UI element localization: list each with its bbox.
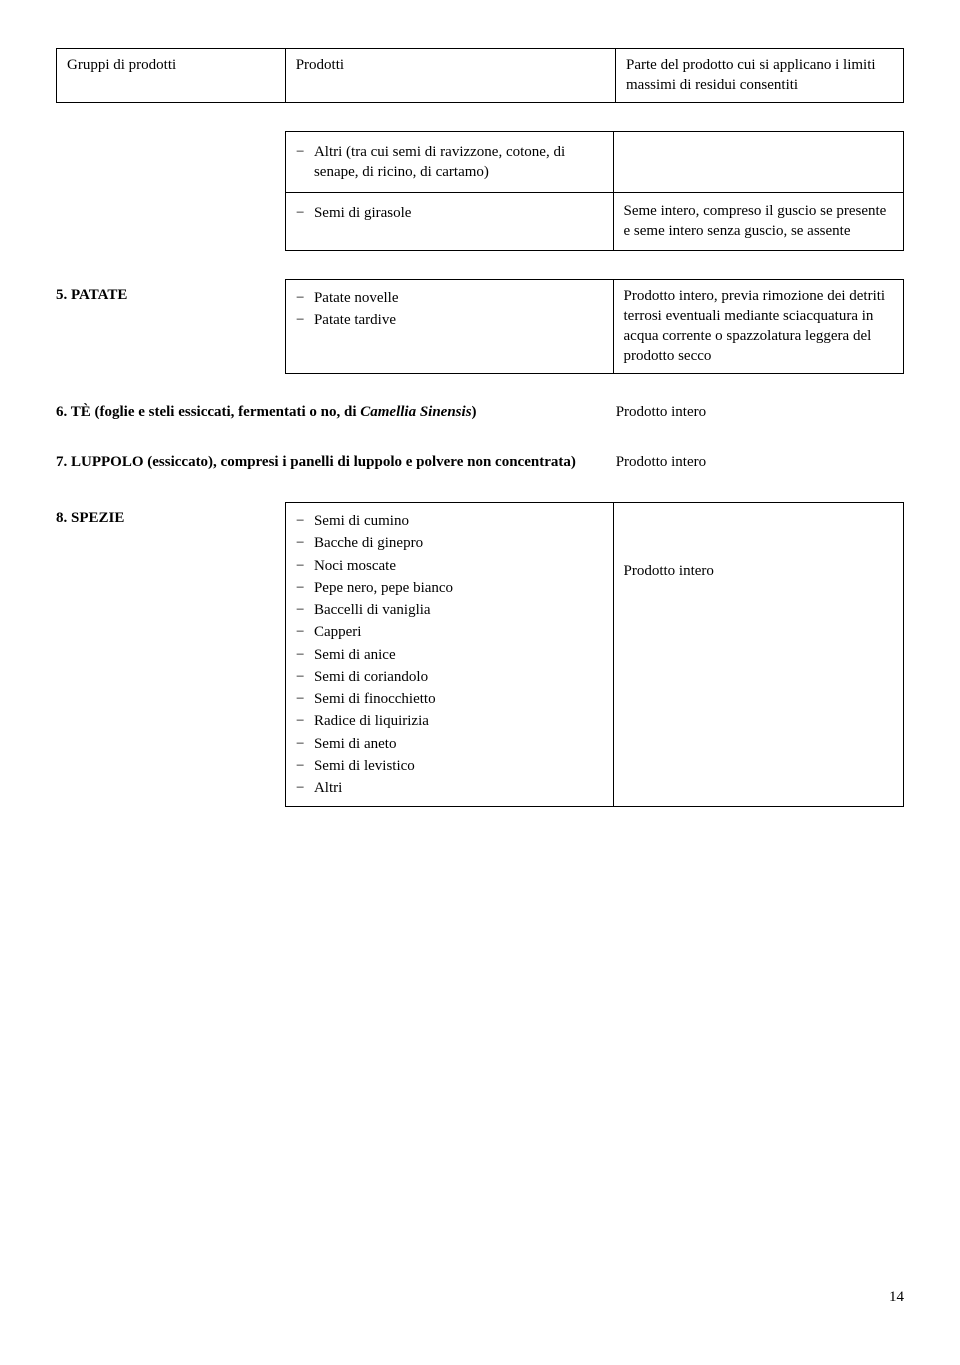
sec7-rhs: Prodotto intero [616, 452, 904, 472]
list-item: Semi di aneto [296, 734, 603, 754]
list-item: Semi di levistico [296, 756, 603, 776]
section-8-label: 8. SPEZIE [56, 502, 285, 528]
section-8-spezie: 8. SPEZIE Semi di cuminoBacche di ginepr… [56, 502, 904, 807]
sec6-rhs: Prodotto intero [616, 402, 904, 422]
patate-desc: Prodotto intero, previa rimozione dei de… [613, 279, 903, 373]
list-item: Noci moscate [296, 556, 603, 576]
list-item: Semi di coriandolo [296, 667, 603, 687]
products-table: Gruppi di prodotti Prodotti Parte del pr… [56, 48, 904, 103]
sec6-italic: Camellia Sinensis [360, 404, 471, 420]
list-item: Altri [296, 778, 603, 798]
list-item: Semi di anice [296, 645, 603, 665]
col-header-part: Parte del prodotto cui si applicano i li… [616, 49, 904, 103]
row-girasole: Semi di girasole Seme intero, compreso i… [285, 193, 903, 251]
sec6-pre: 6. TÈ (foglie e steli essiccati, ferment… [56, 404, 360, 420]
col-header-groups: Gruppi di prodotti [57, 49, 286, 103]
list-item: Patate tardive [296, 310, 603, 330]
list-item: Bacche di ginepro [296, 533, 603, 553]
item-girasole: Semi di girasole [296, 203, 603, 223]
list-item: Baccelli di vaniglia [296, 600, 603, 620]
seed-subtable: Altri (tra cui semi di ravizzone, cotone… [285, 131, 904, 251]
section-5-patate: 5. PATATE Patate novelle Patate tardive … [56, 279, 904, 374]
patate-list: Patate novelle Patate tardive [296, 288, 603, 331]
section-6-te: 6. TÈ (foglie e steli essiccati, ferment… [56, 402, 904, 422]
sec7-label: 7. LUPPOLO (essiccato), compresi i panel… [56, 452, 616, 472]
item-altri: Altri (tra cui semi di ravizzone, cotone… [296, 142, 603, 183]
list-item: Semi di finocchietto [296, 689, 603, 709]
list-item: Radice di liquirizia [296, 711, 603, 731]
list-item: Pepe nero, pepe bianco [296, 578, 603, 598]
spezie-list: Semi di cuminoBacche di ginepro Noci mosc… [296, 511, 603, 798]
desc-altri-empty [613, 131, 903, 193]
sec6-post: ) [472, 404, 477, 420]
section-7-luppolo: 7. LUPPOLO (essiccato), compresi i panel… [56, 452, 904, 472]
row-altri: Altri (tra cui semi di ravizzone, cotone… [285, 131, 903, 193]
desc-girasole: Seme intero, compreso il guscio se prese… [613, 193, 903, 251]
list-item: Patate novelle [296, 288, 603, 308]
table-header-row: Gruppi di prodotti Prodotti Parte del pr… [57, 49, 904, 103]
list-item: Capperi [296, 622, 603, 642]
list-item: Semi di cumino [296, 511, 603, 531]
section-5-label: 5. PATATE [56, 279, 285, 305]
spezie-desc: Prodotto intero [613, 503, 903, 807]
page-number: 14 [56, 1287, 904, 1307]
col-header-products: Prodotti [285, 49, 615, 103]
